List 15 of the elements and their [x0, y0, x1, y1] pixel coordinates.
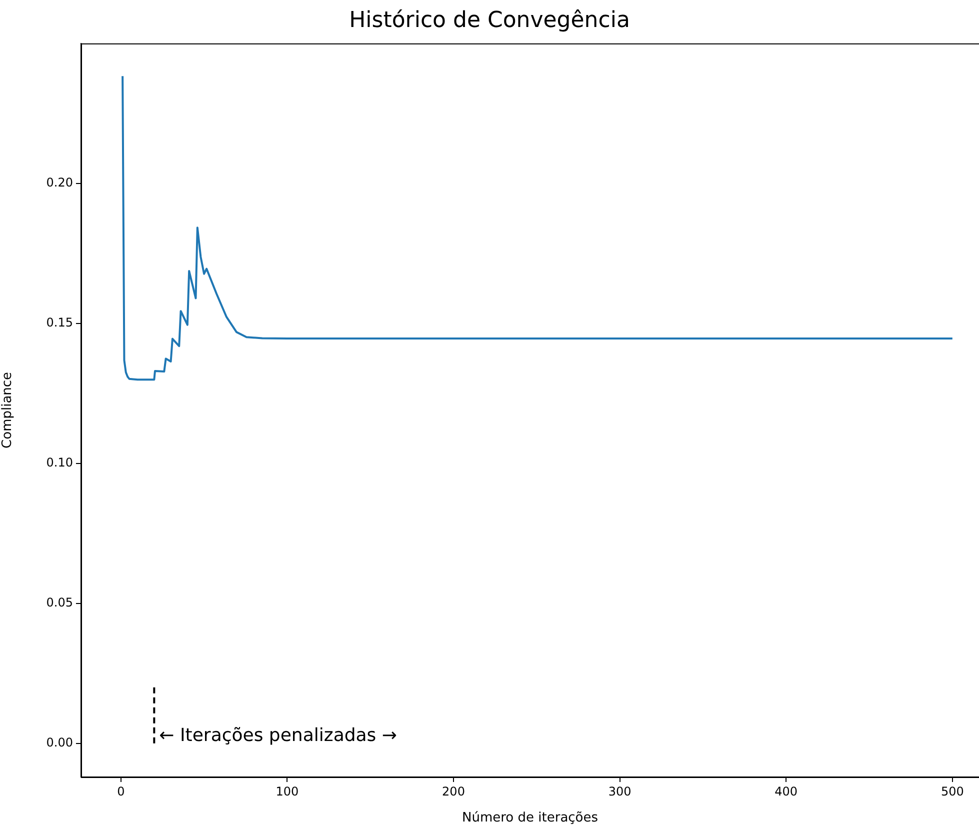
x-tick-label: 400: [774, 784, 798, 798]
chart-title: Histórico de Convegência: [349, 8, 630, 33]
y-tick-label: 0.20: [46, 176, 73, 190]
x-tick-label: 300: [608, 784, 632, 798]
x-axis-title: Número de iterações: [462, 810, 598, 826]
x-tick-label: 500: [940, 784, 964, 798]
x-tick-label: 100: [276, 784, 299, 798]
y-tick-label: 0.10: [46, 456, 73, 470]
y-tick-label: 0.15: [46, 316, 73, 330]
x-tick-label: 200: [442, 784, 465, 798]
y-axis-title: Compliance: [0, 372, 16, 448]
annotation: ← Iterações penalizadas →: [159, 725, 397, 746]
y-tick-label: 0.00: [46, 736, 73, 750]
x-tick-label: 0: [117, 784, 125, 798]
y-tick-label: 0.05: [46, 596, 73, 610]
